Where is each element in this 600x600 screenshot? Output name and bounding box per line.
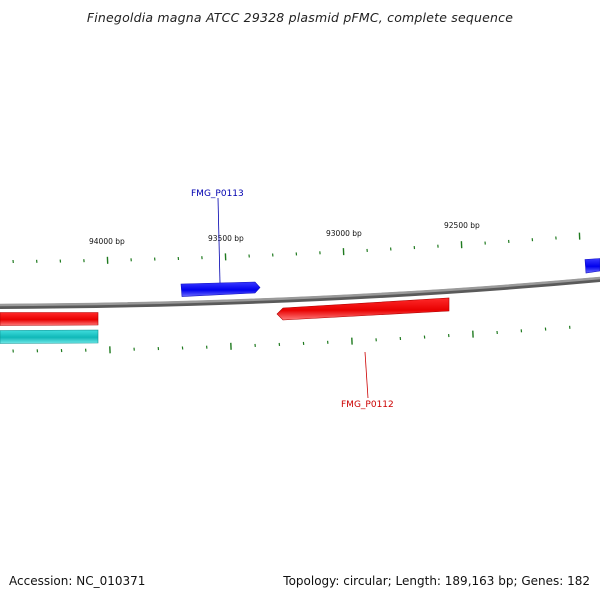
feature-partial-left-cyan[interactable]	[0, 329, 99, 344]
ruler-label-92500: 92500 bp	[444, 221, 480, 230]
ruler-label-94000: 94000 bp	[89, 237, 125, 246]
gene-fmg-p0113[interactable]	[180, 281, 261, 297]
gene-partial-right-blue[interactable]	[584, 258, 600, 274]
backbone-shadow	[0, 277, 600, 309]
accession-text: Accession: NC_010371	[9, 574, 146, 588]
outer-tick-row	[12, 232, 581, 264]
backbone	[0, 276, 600, 307]
ruler-label-93000: 93000 bp	[326, 229, 362, 238]
inner-tick-row	[12, 325, 571, 354]
map-title: Finegoldia magna ATCC 29328 plasmid pFMC…	[86, 10, 514, 25]
gene-label-fmg-p0112[interactable]: FMG_P0112	[341, 400, 394, 410]
leader-line-fmg-p0112	[364, 351, 369, 399]
gene-label-fmg-p0113[interactable]: FMG_P0113	[191, 189, 244, 199]
gene-partial-left-red[interactable]	[0, 312, 99, 326]
gene-fmg-p0112[interactable]	[276, 297, 450, 321]
ruler-label-93500: 93500 bp	[208, 234, 244, 243]
topology-summary-text: Topology: circular; Length: 189,163 bp; …	[283, 574, 590, 588]
leader-line-fmg-p0113	[217, 197, 221, 284]
